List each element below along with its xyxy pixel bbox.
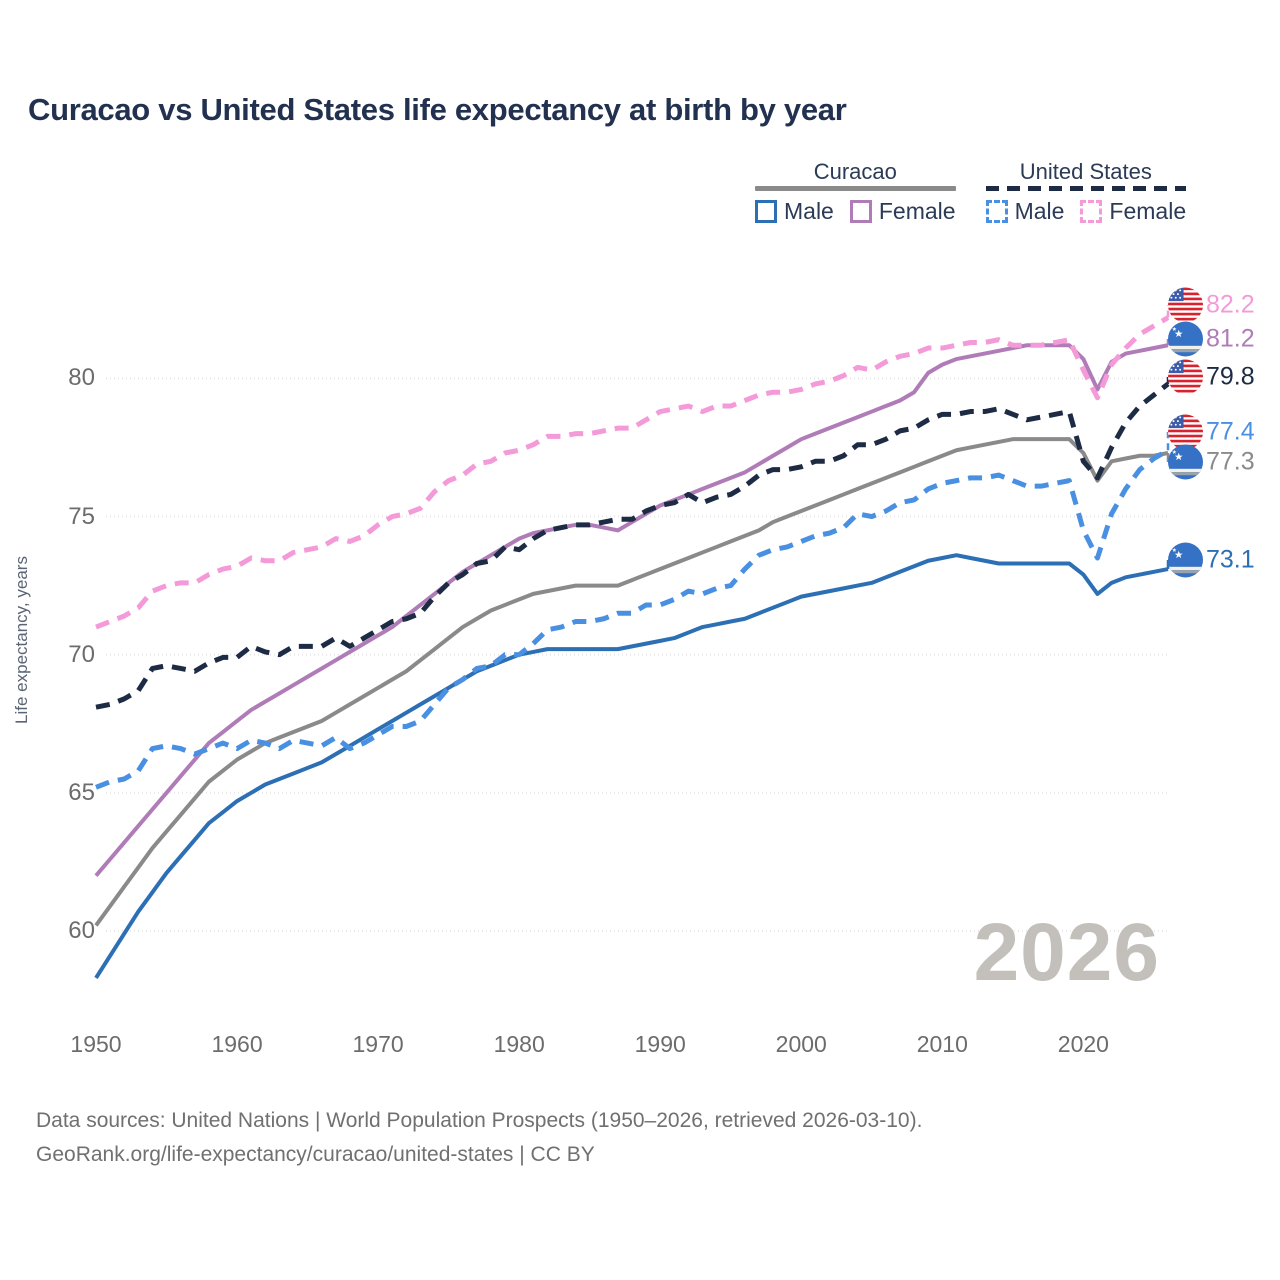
legend-item-us-female[interactable]: Female xyxy=(1080,198,1186,225)
series-end-label: 77.4 xyxy=(1168,414,1255,450)
us-flag-icon xyxy=(1168,287,1203,323)
curacao-flag-icon xyxy=(1168,542,1203,578)
series-end-value: 73.1 xyxy=(1206,545,1255,574)
x-axis-tick-label: 2000 xyxy=(775,1031,827,1057)
legend-label-us-male: Male xyxy=(1014,198,1065,225)
series-line-united-states-total xyxy=(95,381,1170,710)
y-axis-tick-label: 80 xyxy=(68,364,95,392)
page-title: Curacao vs United States life expectancy… xyxy=(28,92,847,127)
curacao-flag-icon xyxy=(1168,444,1203,480)
curacao-flag-icon xyxy=(1168,321,1203,357)
series-end-value: 81.2 xyxy=(1206,324,1255,353)
series-line-united-states-female xyxy=(95,315,1170,630)
series-end-value: 77.4 xyxy=(1206,417,1255,446)
us-flag-icon xyxy=(1168,359,1203,395)
legend-group-title-curacao: Curacao xyxy=(813,159,897,184)
x-axis-tick-label: 1990 xyxy=(634,1031,686,1057)
us-flag-icon xyxy=(1168,414,1203,450)
x-axis-tick-label: 1960 xyxy=(211,1031,263,1057)
x-axis-tick-label: 2020 xyxy=(1057,1031,1109,1057)
footer-line-1: Data sources: United Nations | World Pop… xyxy=(36,1109,923,1132)
legend-rule-curacao xyxy=(755,186,956,192)
series-end-label: 82.2 xyxy=(1168,287,1255,323)
series-end-value: 79.8 xyxy=(1206,362,1255,391)
legend-item-curacao-female[interactable]: Female xyxy=(849,198,956,225)
series-line-curacao-female xyxy=(94,343,1169,877)
series-end-label: 79.8 xyxy=(1168,359,1255,395)
legend-rule-united-states xyxy=(985,186,1187,192)
legend-item-us-male[interactable]: Male xyxy=(985,198,1065,225)
y-axis-tick-label: 65 xyxy=(68,778,95,806)
legend-group-title-united-states: United States xyxy=(1019,159,1152,184)
x-axis-tick-label: 1980 xyxy=(493,1031,545,1057)
legend-label-us-female: Female xyxy=(1109,198,1187,225)
us-flag-icon xyxy=(1168,359,1203,395)
series-end-label: 81.2 xyxy=(1168,321,1255,357)
curacao-flag-icon xyxy=(1168,444,1203,480)
series-end-value: 77.3 xyxy=(1206,447,1255,476)
curacao-flag-icon xyxy=(1168,542,1203,578)
footer-credits: Data sources: United Nations | World Pop… xyxy=(36,1104,922,1172)
x-axis-tick-label: 2010 xyxy=(916,1031,968,1057)
legend-swatch-us-male xyxy=(985,200,1008,224)
curacao-flag-icon xyxy=(1168,321,1203,357)
legend-group-curacao: Curacao Male Female xyxy=(755,160,956,225)
year-watermark: 2026 xyxy=(973,907,1160,998)
series-line-curacao-total xyxy=(94,437,1169,927)
series-end-label: 73.1 xyxy=(1168,542,1255,578)
x-axis-tick-label: 1970 xyxy=(352,1031,404,1057)
us-flag-icon xyxy=(1168,287,1203,323)
chart-legend: Curacao Male Female United States Male xyxy=(755,160,1255,225)
series-end-value: 82.2 xyxy=(1206,290,1255,319)
legend-swatch-curacao-male xyxy=(755,200,777,224)
x-axis-tick-label: 1950 xyxy=(70,1031,122,1057)
legend-swatch-curacao-female xyxy=(849,200,872,224)
legend-label-curacao-male: Male xyxy=(784,198,834,225)
y-axis-tick-label: 60 xyxy=(68,916,95,944)
legend-item-curacao-male[interactable]: Male xyxy=(755,198,834,225)
y-axis-tick-label: 75 xyxy=(68,502,95,530)
legend-group-united-states: United States Male Female xyxy=(985,159,1187,225)
series-end-labels: 82.2 81.2 79.8 77.4 77.3 73.1 xyxy=(1168,0,1280,1280)
legend-swatch-us-female xyxy=(1080,200,1103,224)
us-flag-icon xyxy=(1168,414,1203,450)
legend-label-curacao-female: Female xyxy=(878,198,956,225)
footer-line-2: GeoRank.org/life-expectancy/curacao/unit… xyxy=(36,1143,595,1167)
y-axis-tick-label: 70 xyxy=(68,640,95,668)
series-line-united-states-male xyxy=(95,448,1170,790)
series-end-label: 77.3 xyxy=(1168,444,1255,480)
